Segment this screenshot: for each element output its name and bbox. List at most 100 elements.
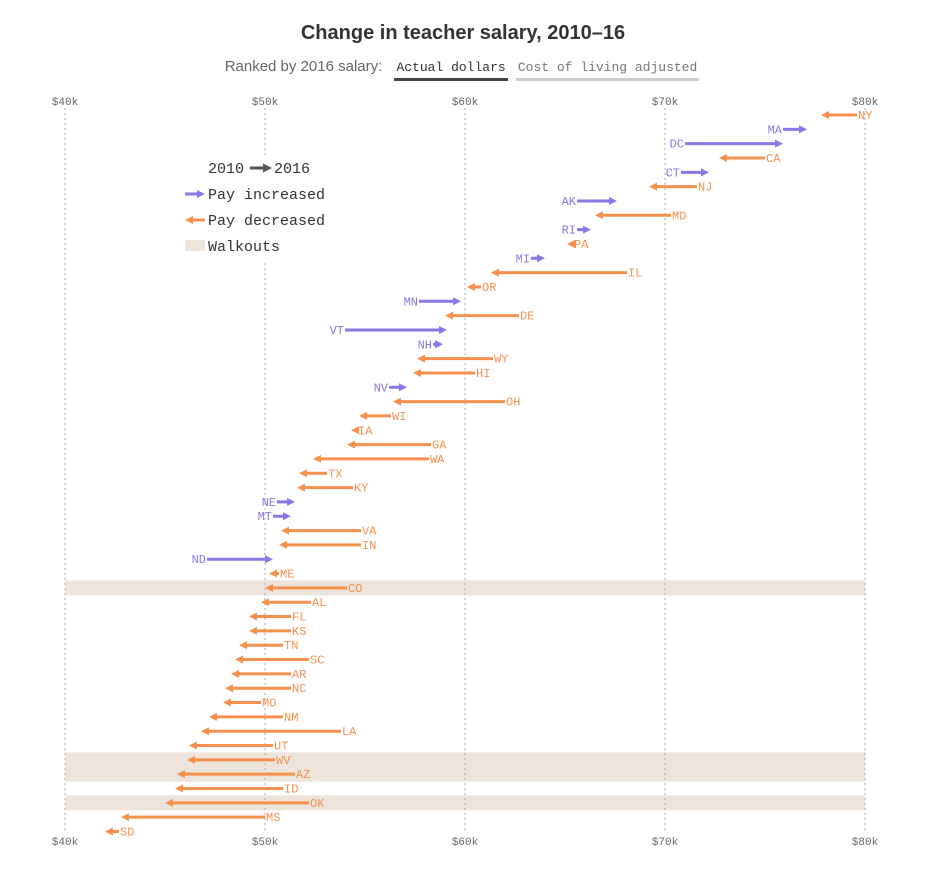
arrow-al: AL <box>261 596 326 610</box>
arrow-head-icon <box>249 612 257 621</box>
state-label-mn: MN <box>404 295 418 309</box>
arrow-la: LA <box>201 725 357 739</box>
state-label-or: OR <box>482 281 496 295</box>
arrow-id: ID <box>175 783 298 797</box>
tab-cost-of-living-adjusted[interactable]: Cost of living adjusted <box>515 59 700 81</box>
state-label-va: VA <box>362 525 377 539</box>
state-label-sd: SD <box>120 826 134 840</box>
state-label-tx: TX <box>328 467 342 481</box>
x-tick-label-top: $70k <box>652 97 679 109</box>
arrow-head-icon <box>279 540 287 549</box>
x-axis-bottom: $40k $50k $60k $70k $80k <box>52 837 879 849</box>
arrow-head-icon <box>239 641 247 650</box>
arrow-head-icon <box>359 411 367 420</box>
state-label-ma: MA <box>768 123 783 137</box>
arrow-ny: NY <box>821 109 872 123</box>
arrow-head-icon <box>235 655 243 664</box>
x-axis-top: $40k $50k $60k $70k $80k <box>52 97 879 109</box>
state-label-wi: WI <box>392 410 406 424</box>
state-label-de: DE <box>520 310 534 324</box>
arrow-fl: FL <box>249 611 306 625</box>
x-tick-label-top: $60k <box>452 97 479 109</box>
x-tick-label-bottom: $60k <box>452 837 479 849</box>
arrow-nv: NV <box>374 381 407 395</box>
arrow-de: DE <box>445 310 534 324</box>
arrow-il: IL <box>491 267 642 281</box>
state-label-ia: IA <box>358 424 373 438</box>
state-label-ny: NY <box>858 109 872 123</box>
state-label-fl: FL <box>292 611 306 625</box>
legend-increased-label: Pay increased <box>208 187 325 204</box>
arrow-head-icon <box>283 512 291 521</box>
arrow-head-icon <box>225 684 233 693</box>
legend-decrease-arrow-icon <box>185 216 193 224</box>
x-tick-label-bottom: $80k <box>852 837 879 849</box>
legend-increase-arrow-icon <box>197 190 205 198</box>
arrow-head-icon <box>313 454 321 463</box>
arrow-head-icon <box>439 325 447 334</box>
arrow-ca: CA <box>719 152 781 166</box>
arrow-ia: IA <box>351 424 373 438</box>
state-label-nj: NJ <box>698 181 712 195</box>
arrow-head-icon <box>269 569 277 578</box>
arrow-ak: AK <box>562 195 617 209</box>
arrow-head-icon <box>417 354 425 363</box>
arrow-ok: OK <box>165 797 325 811</box>
arrow-nc: NC <box>225 682 306 696</box>
state-label-nm: NM <box>284 711 298 725</box>
arrow-head-icon <box>287 497 295 506</box>
legend-year-arrow-icon <box>263 163 272 173</box>
arrow-head-icon <box>297 483 305 492</box>
state-label-il: IL <box>628 267 642 281</box>
state-label-nd: ND <box>192 553 206 567</box>
arrow-ms: MS <box>121 811 280 825</box>
state-label-in: IN <box>362 539 376 553</box>
x-tick-label-top: $80k <box>852 97 879 109</box>
arrow-head-icon <box>537 254 545 263</box>
state-label-ky: KY <box>354 482 368 496</box>
arrow-co: CO <box>265 582 362 596</box>
arrow-nm: NM <box>209 711 298 725</box>
arrow-va: VA <box>281 525 377 539</box>
state-label-ga: GA <box>432 439 447 453</box>
arrow-az: AZ <box>177 768 310 782</box>
arrow-head-icon <box>567 239 575 248</box>
arrow-wv: WV <box>187 754 291 768</box>
state-label-la: LA <box>342 725 357 739</box>
state-label-tn: TN <box>284 639 298 653</box>
arrow-tx: TX <box>299 467 342 481</box>
arrow-wy: WY <box>417 353 508 367</box>
x-tick-label-top: $50k <box>252 97 279 109</box>
arrow-mt: MT <box>258 510 291 524</box>
arrow-head-icon <box>299 469 307 478</box>
arrow-ct: CT <box>666 166 709 180</box>
state-label-wy: WY <box>494 353 508 367</box>
arrow-nj: NJ <box>649 181 712 195</box>
arrow-head-icon <box>265 555 273 564</box>
legend-walkouts-label: Walkouts <box>208 239 280 256</box>
arrow-head-icon <box>249 626 257 635</box>
chart-title: Change in teacher salary, 2010–16 <box>300 22 626 44</box>
arrow-hi: HI <box>413 367 490 381</box>
state-label-ks: KS <box>292 625 306 639</box>
tab-actual-dollars[interactable]: Actual dollars <box>394 59 508 81</box>
arrow-head-icon <box>595 211 603 220</box>
arrow-ga: GA <box>347 439 447 453</box>
state-label-mo: MO <box>262 697 276 711</box>
arrow-tn: TN <box>239 639 298 653</box>
state-label-co: CO <box>348 582 362 596</box>
state-label-ct: CT <box>666 166 680 180</box>
arrow-ut: UT <box>189 740 288 754</box>
legend-year-from: 2010 <box>208 161 244 178</box>
arrow-oh: OH <box>393 396 520 410</box>
state-label-mi: MI <box>516 252 530 266</box>
state-label-ar: AR <box>292 668 306 682</box>
arrow-head-icon <box>649 182 657 191</box>
arrow-mn: MN <box>404 295 461 309</box>
arrow-nd: ND <box>192 553 273 567</box>
arrow-head-icon <box>609 196 617 205</box>
state-label-oh: OH <box>506 396 520 410</box>
arrow-wi: WI <box>359 410 406 424</box>
arrow-sd: SD <box>105 826 134 840</box>
